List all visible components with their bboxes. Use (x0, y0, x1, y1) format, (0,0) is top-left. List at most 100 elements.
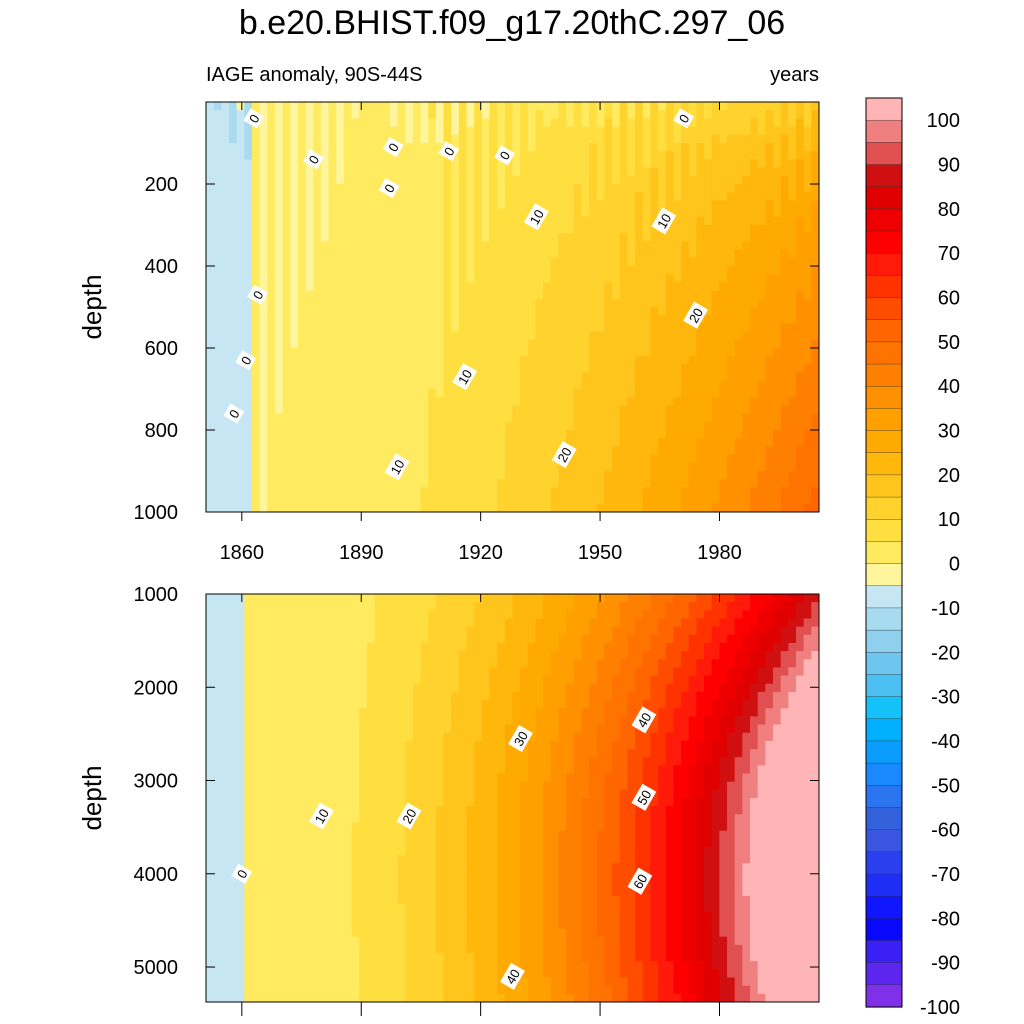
heatmap-cell (290, 724, 299, 734)
heatmap-cell (466, 159, 475, 169)
heatmap-cell (297, 765, 307, 775)
heatmap-cell (650, 102, 659, 111)
heatmap-cell (313, 184, 322, 193)
heatmap-cell (228, 895, 238, 905)
heatmap-cell (466, 331, 475, 341)
heatmap-cell (635, 487, 644, 497)
heatmap-cell (803, 102, 812, 111)
heatmap-cell (267, 895, 276, 905)
heatmap-cell (336, 977, 345, 987)
heatmap-cell (650, 495, 659, 505)
heatmap-cell (297, 863, 307, 873)
heatmap-cell (351, 241, 360, 251)
heatmap-cell (221, 159, 230, 169)
heatmap-cell (336, 257, 345, 267)
heatmap-cell (428, 266, 437, 275)
heatmap-cell (282, 781, 291, 791)
heatmap-cell (566, 323, 575, 333)
chart-title: b.e20.BHIST.f09_g17.20thC.297_06 (239, 4, 785, 42)
heatmap-cell (688, 241, 697, 251)
heatmap-cell (259, 846, 268, 856)
heatmap-cell (244, 331, 253, 341)
heatmap-cell (336, 838, 345, 848)
heatmap-cell (504, 118, 514, 128)
heatmap-cell (328, 740, 337, 750)
heatmap-cell (297, 290, 307, 300)
heatmap-cell (704, 389, 713, 398)
heatmap-cell (206, 920, 215, 930)
heatmap-cell (412, 200, 422, 210)
heatmap-cell (213, 618, 222, 628)
heatmap-cell (796, 413, 805, 423)
heatmap-cell (297, 781, 307, 791)
heatmap-cell (420, 241, 429, 251)
heatmap-cell (474, 175, 483, 185)
heatmap-cell (612, 159, 621, 169)
heatmap-cell (228, 208, 238, 218)
heatmap-cell (696, 118, 705, 128)
heatmap-cell (788, 471, 797, 480)
heatmap-cell (773, 454, 782, 464)
heatmap-cell (788, 143, 797, 152)
heatmap-cell (497, 208, 506, 218)
heatmap-cell (757, 208, 766, 218)
heatmap-cell (397, 192, 406, 201)
heatmap-cell (581, 471, 590, 480)
heatmap-cell (550, 413, 560, 423)
heatmap-cell (267, 405, 276, 415)
heatmap-cell (612, 397, 621, 406)
heatmap-cell (297, 969, 307, 979)
heatmap-cell (458, 454, 468, 464)
heatmap-cell (642, 487, 652, 497)
heatmap-cell (719, 348, 728, 357)
heatmap-cell (612, 307, 621, 316)
heatmap-cell (803, 405, 812, 415)
heatmap-cell (796, 102, 805, 111)
heatmap-cell (466, 495, 475, 505)
heatmap-cell (328, 838, 337, 848)
heatmap-cell (658, 249, 667, 259)
heatmap-cell (612, 241, 621, 251)
heatmap-cell (535, 380, 544, 390)
heatmap-cell (780, 339, 789, 349)
heatmap-cell (274, 298, 284, 308)
heatmap-cell (297, 724, 307, 734)
heatmap-cell (297, 380, 307, 390)
heatmap-cell (803, 257, 812, 267)
heatmap-cell (773, 315, 782, 324)
heatmap-cell (719, 233, 728, 242)
heatmap-cell (581, 323, 590, 333)
heatmap-cell (228, 364, 238, 374)
heatmap-cell (228, 920, 238, 930)
heatmap-cell (251, 912, 261, 921)
heatmap-cell (397, 102, 406, 111)
heatmap-cell (642, 249, 652, 259)
heatmap-cell (811, 225, 819, 234)
heatmap-cell (274, 675, 284, 685)
heatmap-cell (336, 192, 345, 201)
heatmap-cell (604, 397, 613, 406)
heatmap-cell (711, 389, 720, 398)
heatmap-cell (688, 380, 697, 390)
heatmap-cell (236, 372, 245, 382)
heatmap-cell (313, 830, 322, 840)
heatmap-cell (681, 167, 690, 177)
heatmap-cell (612, 175, 621, 185)
heatmap-cell (221, 298, 230, 308)
heatmap-cell (765, 126, 774, 136)
heatmap-cell (228, 503, 238, 512)
heatmap-cell (336, 143, 345, 152)
heatmap-cell (627, 430, 636, 439)
heatmap-cell (328, 602, 337, 611)
heatmap-cell (382, 225, 391, 234)
heatmap-cell (612, 274, 621, 283)
heatmap-cell (366, 282, 376, 292)
heatmap-cell (619, 372, 629, 382)
heatmap-cell (504, 356, 514, 365)
heatmap-cell (343, 102, 353, 111)
heatmap-cell (428, 241, 437, 251)
heatmap-cell (206, 724, 215, 734)
heatmap-cell (290, 667, 299, 677)
heatmap-cell (267, 855, 276, 864)
heatmap-cell (619, 331, 629, 341)
